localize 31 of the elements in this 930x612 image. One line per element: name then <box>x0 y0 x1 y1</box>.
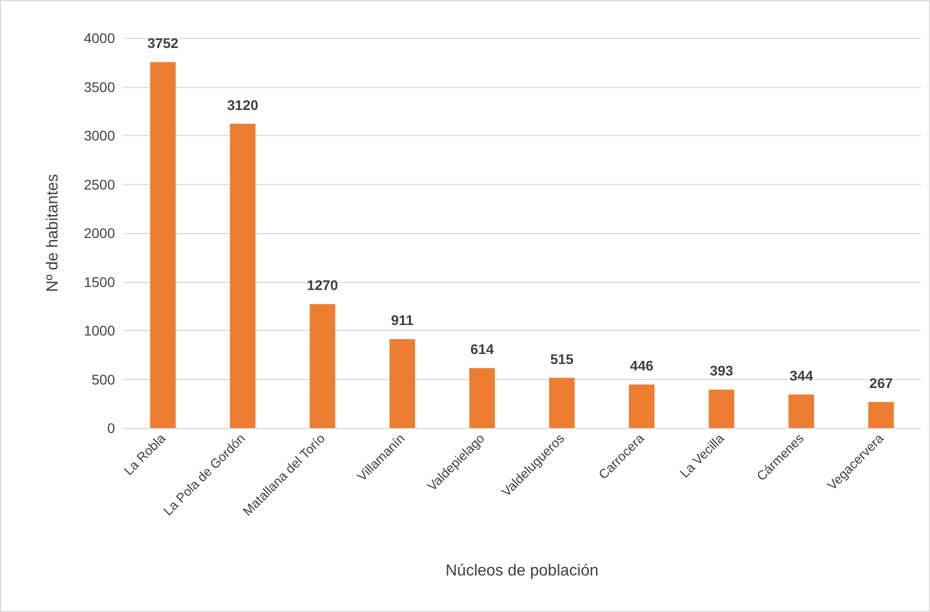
y-tick-label: 1500 <box>84 274 116 290</box>
bar <box>230 124 256 428</box>
data-label: 1270 <box>306 277 338 294</box>
data-label: 3752 <box>147 35 179 52</box>
y-tick-label: 500 <box>92 371 116 388</box>
data-label: 446 <box>630 358 654 374</box>
x-axis-title: Núcleos de población <box>446 562 598 580</box>
bar <box>708 390 734 428</box>
data-label: 614 <box>470 341 494 358</box>
bar <box>310 304 336 428</box>
y-tick-label: 1000 <box>84 322 116 338</box>
data-label: 344 <box>790 367 814 384</box>
y-tick-label: 0 <box>107 420 116 436</box>
data-label: 393 <box>710 362 734 379</box>
y-tick-label: 4000 <box>84 30 116 46</box>
data-label: 3120 <box>227 96 258 113</box>
bar <box>150 62 176 428</box>
y-tick-label: 3000 <box>84 128 116 144</box>
data-label: 515 <box>550 350 574 367</box>
data-label: 267 <box>869 374 893 391</box>
y-tick-label: 2000 <box>84 225 116 241</box>
y-tick-label: 3500 <box>84 78 116 95</box>
bar <box>868 402 894 428</box>
bar <box>390 339 416 428</box>
y-tick-label: 2500 <box>84 176 116 192</box>
bar <box>788 394 814 428</box>
bar <box>469 368 495 428</box>
y-axis-title: Nº de habitantes <box>44 174 62 292</box>
bar <box>628 384 654 428</box>
bar <box>549 378 575 428</box>
data-label: 911 <box>391 312 414 328</box>
